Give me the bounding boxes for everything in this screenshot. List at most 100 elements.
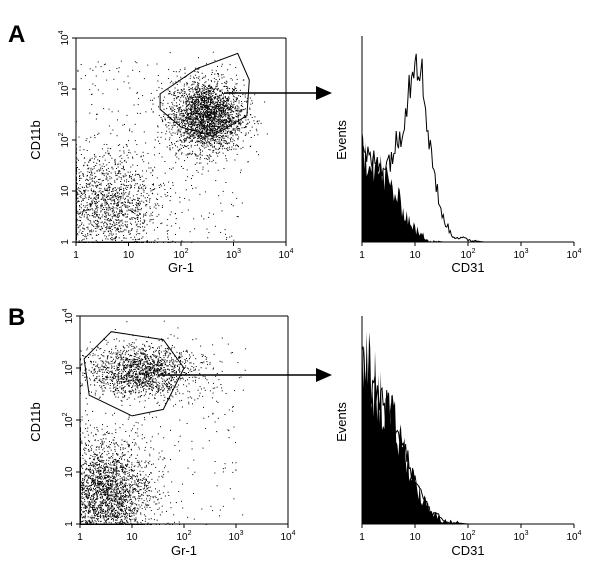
- scatter-point: [240, 105, 242, 107]
- scatter-point: [178, 367, 180, 369]
- scatter-point: [189, 354, 190, 356]
- scatter-point: [226, 132, 228, 134]
- scatter-point: [235, 109, 237, 111]
- scatter-point: [191, 98, 193, 99]
- scatter-point: [163, 96, 165, 98]
- scatter-point: [201, 119, 203, 121]
- scatter-point: [121, 183, 123, 185]
- scatter-point: [135, 224, 137, 226]
- scatter-point: [161, 363, 163, 365]
- scatter-point: [117, 208, 119, 210]
- scatter-point: [213, 136, 215, 138]
- scatter-point: [224, 96, 226, 98]
- scatter-point: [178, 118, 180, 120]
- scatter-point: [187, 129, 189, 131]
- scatter-point: [207, 129, 209, 131]
- scatter-point: [173, 114, 175, 116]
- scatter-point: [204, 138, 206, 140]
- scatter-point: [190, 108, 192, 110]
- scatter-point: [100, 182, 102, 184]
- scatter-point: [221, 137, 223, 139]
- scatter-point: [169, 145, 171, 146]
- scatter-point: [180, 357, 182, 359]
- scatter-point: [219, 102, 221, 104]
- scatter-point: [117, 119, 118, 121]
- scatter-point: [226, 108, 228, 109]
- scatter-point: [110, 203, 112, 205]
- scatter-point: [218, 100, 219, 102]
- scatter-point: [233, 89, 235, 91]
- scatter-point: [215, 136, 217, 138]
- scatter-point: [170, 365, 172, 367]
- scatter-point: [172, 371, 174, 373]
- scatter-point: [200, 104, 202, 105]
- scatter-point: [142, 222, 144, 224]
- scatter-point: [117, 163, 119, 165]
- scatter-point: [91, 177, 93, 179]
- scatter-point: [207, 105, 208, 107]
- scatter-point: [171, 109, 173, 111]
- scatter-point: [174, 132, 176, 134]
- scatter-point: [204, 137, 206, 139]
- scatter-point: [101, 165, 103, 167]
- scatter-point: [186, 129, 188, 131]
- scatter-point: [236, 116, 238, 118]
- scatter-point: [119, 210, 121, 212]
- scatter-point: [199, 95, 201, 97]
- scatter-point: [228, 146, 230, 148]
- scatter-point: [207, 133, 209, 135]
- scatter-point: [200, 162, 202, 164]
- scatter-point: [173, 99, 175, 101]
- scatter-point: [179, 113, 181, 115]
- scatter-point: [213, 113, 215, 115]
- scatter-point: [214, 115, 216, 117]
- scatter-point: [107, 214, 109, 216]
- scatter-point: [93, 177, 95, 179]
- scatter-point: [230, 102, 232, 104]
- scatter-point: [124, 359, 126, 361]
- scatter-point: [240, 171, 241, 173]
- scatter-point: [175, 192, 177, 194]
- scatter-point: [113, 221, 114, 223]
- scatter-point: [177, 121, 179, 123]
- scatter-point: [139, 223, 141, 225]
- scatter-point: [82, 211, 84, 213]
- scatter-point: [172, 184, 174, 186]
- scatter-point: [119, 163, 121, 165]
- scatter-point: [237, 216, 239, 218]
- scatter-point: [156, 391, 158, 392]
- scatter-point: [148, 378, 150, 380]
- scatter-point: [217, 130, 219, 132]
- scatter-point: [137, 174, 139, 175]
- x-ticks-a: 1 10 102 103 104: [73, 242, 294, 261]
- scatter-point: [163, 355, 165, 357]
- scatter-point: [206, 129, 207, 131]
- scatter-point: [200, 118, 202, 120]
- scatter-point: [238, 120, 240, 122]
- scatter-point: [198, 68, 200, 70]
- scatter-point: [110, 148, 112, 149]
- scatter-point: [157, 203, 159, 205]
- scatter-point: [119, 220, 121, 222]
- scatter-point: [121, 364, 123, 366]
- scatter-point: [187, 119, 189, 121]
- scatter-point: [95, 225, 97, 227]
- scatter-point: [108, 162, 110, 163]
- scatter-point: [84, 206, 86, 208]
- scatter-point: [225, 238, 227, 240]
- scatter-point: [165, 124, 167, 126]
- scatter-point: [188, 199, 190, 201]
- scatter-point: [191, 112, 192, 114]
- scatter-point: [219, 104, 221, 106]
- scatter-point: [202, 354, 204, 356]
- scatter-point: [98, 181, 100, 183]
- scatter-point: [100, 206, 102, 208]
- scatter-point: [225, 106, 227, 107]
- scatter-point: [198, 101, 200, 103]
- scatter-point: [151, 388, 153, 390]
- scatter-point: [161, 340, 163, 342]
- scatter-point: [79, 149, 81, 151]
- scatter-point: [183, 120, 185, 122]
- scatter-point: [207, 145, 209, 147]
- scatter-point: [204, 100, 206, 102]
